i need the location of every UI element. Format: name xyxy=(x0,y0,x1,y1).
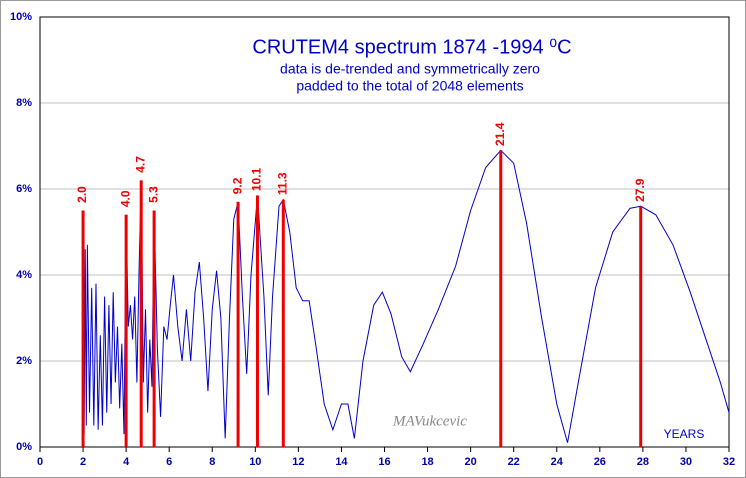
peak-label: 4.0 xyxy=(118,190,132,207)
peak-label: 21.4 xyxy=(493,122,507,146)
peak-label: 9.2 xyxy=(230,177,244,194)
peak-label: 10.1 xyxy=(250,167,264,191)
x-tick-label: 22 xyxy=(508,456,520,468)
x-tick-label: 30 xyxy=(680,456,692,468)
x-tick-label: 24 xyxy=(551,456,564,468)
x-tick-label: 6 xyxy=(166,456,172,468)
x-tick-label: 12 xyxy=(292,456,304,468)
x-tick-label: 26 xyxy=(594,456,606,468)
x-tick-label: 14 xyxy=(335,456,348,468)
x-tick-label: 28 xyxy=(637,456,649,468)
y-tick-label: 8% xyxy=(16,97,32,109)
x-tick-label: 8 xyxy=(209,456,215,468)
peak-label: 27.9 xyxy=(633,178,647,202)
subtitle: data is de-trended and symmetrically zer… xyxy=(280,61,540,77)
x-tick-label: 18 xyxy=(421,456,433,468)
chart-title: CRUTEM4 spectrum 1874 -1994 ⁰C xyxy=(252,36,571,58)
annotation: MAVukcevic xyxy=(392,413,467,429)
plot-area xyxy=(39,16,730,448)
annotation: YEARS xyxy=(664,427,705,441)
y-tick-label: 2% xyxy=(16,355,32,367)
x-tick-label: 16 xyxy=(378,456,390,468)
peak-label: 11.3 xyxy=(275,172,289,195)
x-tick-label: 32 xyxy=(723,456,735,468)
peak-label: 4.7 xyxy=(133,156,147,173)
subtitle: padded to the total of 2048 elements xyxy=(296,78,523,94)
spectrum-line xyxy=(82,149,730,443)
y-tick-label: 10% xyxy=(10,11,32,23)
y-tick-label: 6% xyxy=(16,183,32,195)
x-tick-label: 20 xyxy=(465,456,477,468)
x-tick-label: 2 xyxy=(80,456,86,468)
peak-label: 5.3 xyxy=(146,186,160,203)
x-tick-label: 0 xyxy=(37,456,43,468)
x-tick-label: 4 xyxy=(123,456,130,468)
y-tick-label: 4% xyxy=(16,269,32,281)
peak-label: 2.0 xyxy=(75,186,89,203)
x-tick-label: 10 xyxy=(249,456,261,468)
y-tick-label: 0% xyxy=(16,441,32,453)
